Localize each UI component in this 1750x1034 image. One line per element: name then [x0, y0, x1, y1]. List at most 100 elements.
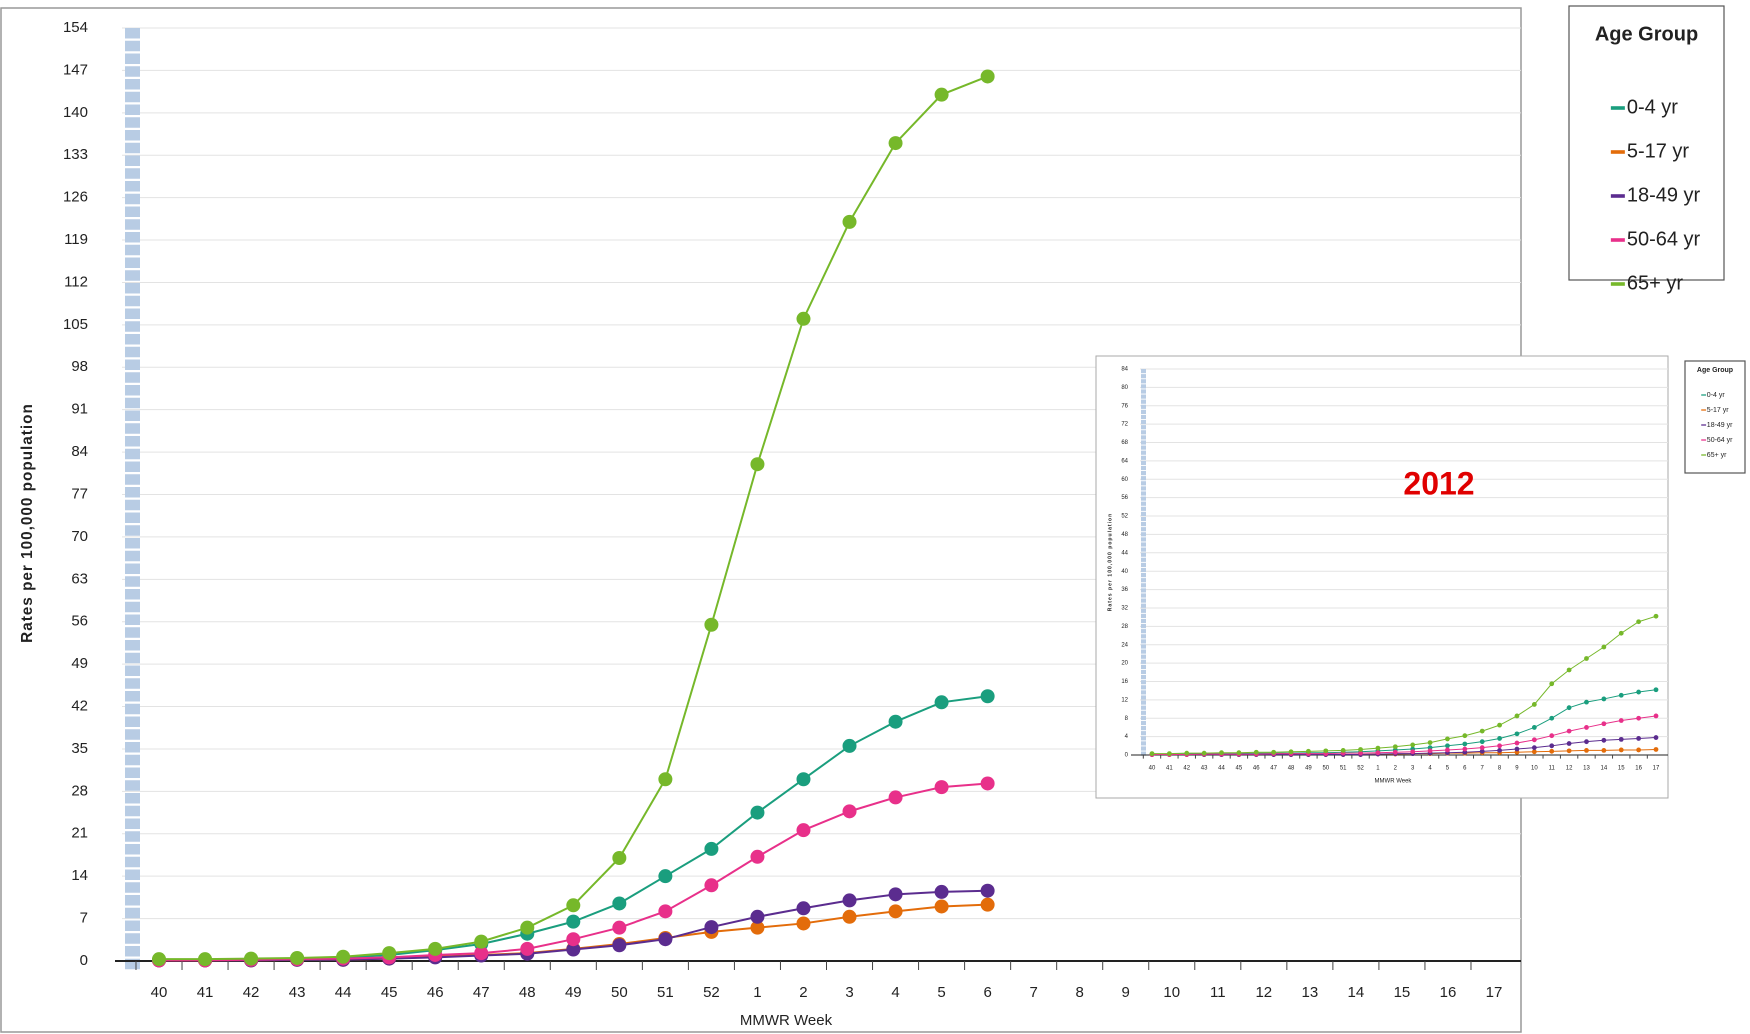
axis-bar [125, 958, 140, 970]
axis-bar [125, 716, 140, 727]
data-point [796, 823, 811, 838]
x-tick-label: 17 [1486, 984, 1503, 1001]
axis-bar [1141, 634, 1146, 639]
x-tick-label: 51 [1340, 766, 1347, 772]
axis-bar [125, 359, 140, 370]
axis-bar [1141, 471, 1146, 476]
axis-bar [125, 40, 140, 52]
data-point [1392, 749, 1398, 755]
axis-bar [1141, 547, 1146, 552]
x-tick-label: 46 [427, 984, 444, 1001]
x-tick-label: 15 [1618, 766, 1625, 772]
axis-bar [125, 856, 140, 868]
axis-bar [1141, 736, 1146, 741]
y-tick-label: 80 [1121, 385, 1128, 391]
axis-bar [125, 53, 140, 64]
axis-bar [1141, 567, 1146, 573]
axis-bar [1141, 379, 1146, 384]
axis-bar [1141, 404, 1146, 409]
x-tick-label: 44 [335, 984, 352, 1001]
y-tick-label: 40 [1121, 569, 1128, 575]
axis-bar [125, 563, 140, 574]
axis-bar [1141, 700, 1146, 705]
axis-bar [1141, 751, 1146, 756]
data-point [658, 904, 673, 919]
y-tick-label: 48 [1121, 532, 1128, 538]
data-point [1479, 745, 1485, 751]
axis-bar [125, 793, 140, 804]
axis-bar [1141, 425, 1146, 430]
axis-bar [1141, 578, 1146, 583]
x-tick-label: 9 [1515, 766, 1519, 772]
data-point [1375, 745, 1381, 751]
axis-bar [1141, 659, 1146, 664]
data-point [1653, 747, 1659, 752]
axis-bar [1141, 629, 1146, 634]
axis-bar [1141, 715, 1146, 720]
axis-bar [1141, 710, 1146, 715]
axis-bar [125, 487, 140, 498]
x-tick-label: 9 [1122, 984, 1130, 1001]
data-point [1166, 751, 1172, 757]
data-point [1219, 750, 1224, 756]
axis-bar [125, 742, 140, 753]
data-point [1497, 722, 1502, 728]
data-point [1601, 696, 1607, 702]
axis-bar [1141, 435, 1146, 440]
axis-bar [125, 844, 140, 855]
y-tick-label: 60 [1121, 477, 1128, 483]
data-point [612, 920, 627, 935]
data-point [474, 946, 489, 961]
axis-bar [125, 397, 140, 409]
y-tick-label: 56 [1121, 495, 1128, 501]
data-point [566, 932, 581, 947]
data-point [704, 841, 719, 856]
data-point [290, 950, 305, 965]
axis-bar [1141, 624, 1146, 629]
axis-bar [125, 219, 140, 230]
data-point [1253, 749, 1259, 755]
x-tick-label: 14 [1601, 766, 1608, 772]
legend-label: 18-49 yr [1627, 184, 1701, 206]
axis-bar [1141, 496, 1146, 501]
x-tick-label: 16 [1635, 766, 1642, 772]
x-tick-label: 14 [1348, 984, 1365, 1001]
data-point [612, 938, 627, 953]
x-tick-label: 49 [1305, 766, 1312, 772]
axis-bar [125, 550, 140, 562]
axis-bar [1141, 720, 1146, 726]
data-point [658, 932, 673, 947]
data-point [934, 884, 949, 899]
data-point [1584, 699, 1589, 705]
x-tick-label: 11 [1549, 766, 1556, 772]
y-tick-label: 98 [71, 358, 88, 375]
axis-bar [125, 729, 140, 740]
data-point [1549, 733, 1555, 739]
axis-bar [125, 895, 140, 906]
data-point [1427, 748, 1433, 754]
data-point [934, 780, 949, 795]
legend-box [1684, 360, 1746, 474]
axis-bar [1141, 669, 1146, 675]
x-tick-label: 12 [1566, 766, 1573, 772]
axis-bar [1141, 414, 1146, 420]
y-tick-label: 8 [1125, 716, 1129, 722]
y-tick-label: 112 [64, 273, 88, 290]
axis-bar [1141, 680, 1146, 685]
data-point [1636, 736, 1642, 741]
data-point [842, 738, 857, 753]
axis-bar [125, 538, 140, 549]
y-tick-label: 68 [1121, 440, 1128, 446]
x-tick-label: 7 [1481, 766, 1485, 772]
axis-bar [1141, 374, 1146, 379]
axis-bar [125, 142, 140, 154]
data-point [1497, 736, 1502, 741]
axis-bar [125, 168, 140, 179]
x-tick-label: 3 [1411, 766, 1415, 772]
data-point [1479, 739, 1485, 745]
axis-bar [1141, 501, 1146, 506]
axis-bar [125, 512, 140, 523]
x-tick-label: 15 [1394, 984, 1411, 1001]
axis-bar [125, 627, 140, 638]
axis-bar [1141, 420, 1146, 425]
